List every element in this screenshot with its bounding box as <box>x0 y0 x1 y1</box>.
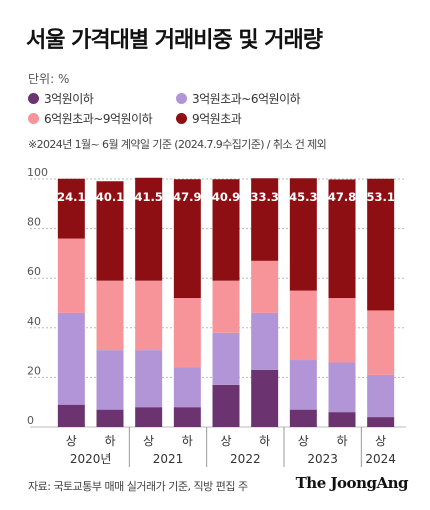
x-tick-label: 하 <box>104 434 115 448</box>
y-tick-label: 0 <box>27 414 34 427</box>
bar-segment <box>328 179 356 299</box>
bar-segment <box>173 179 201 299</box>
y-tick-label: 80 <box>27 216 41 229</box>
bar-segment <box>96 409 124 427</box>
source-note: 자료: 국토교통부 매매 실거래가 기준, 직방 편집 주 <box>28 480 248 493</box>
data-label: 40.9 <box>212 190 240 204</box>
legend-item-under3: 3억원이하 <box>28 90 94 107</box>
bar-segment <box>251 260 279 313</box>
legend-item-6to9: 6억원초과~9억원이하 <box>28 110 153 127</box>
y-tick-label: 20 <box>27 364 41 377</box>
x-tick-label: 상 <box>298 434 309 448</box>
legend-item-over9: 9억원초과 <box>176 110 242 127</box>
x-tick-label: 상 <box>66 434 77 448</box>
bar-segment <box>289 290 317 361</box>
bar-segment <box>289 409 317 427</box>
y-tick-label: 60 <box>27 265 41 278</box>
year-group-label: 2021 <box>153 452 184 466</box>
x-tick-label: 상 <box>375 434 386 448</box>
data-label: 41.5 <box>134 190 162 204</box>
footnote: ※2024년 1월~ 6월 계약일 기준 (2024.7.9수집기준) / 취소… <box>28 138 327 151</box>
legend-swatch-under3 <box>28 93 39 104</box>
stacked-bar-chart: 0 20 40 60 80 100 24.1 상 40.1 하 41.5 상 47.9 하 40.9 상 33.… <box>27 166 406 467</box>
legend-label-6to9: 6억원초과~9억원이하 <box>44 112 153 126</box>
data-label: 47.8 <box>328 190 356 204</box>
bar-segment <box>135 280 163 351</box>
bar-segment <box>96 280 124 351</box>
bar-segment <box>328 298 356 363</box>
bar-segment <box>96 350 124 410</box>
legend-swatch-3to6 <box>176 93 187 104</box>
year-group-label: 2024 <box>365 452 396 466</box>
bar-segment <box>212 384 240 427</box>
bar-segment <box>289 178 317 291</box>
data-label: 47.9 <box>173 190 201 204</box>
y-tick-label: 100 <box>27 166 48 179</box>
y-tick-label: 40 <box>27 315 41 328</box>
bar-segment <box>135 407 163 427</box>
legend-item-3to6: 3억원초과~6억원이하 <box>176 90 301 107</box>
bar-segment <box>328 362 356 413</box>
bar-segment <box>96 181 124 281</box>
bar-segment <box>173 407 201 427</box>
x-tick-label: 상 <box>220 434 231 448</box>
bar-segment <box>251 369 279 427</box>
bar-segment <box>135 350 163 408</box>
unit-label: 단위: % <box>28 72 70 86</box>
data-label: 40.1 <box>96 190 124 204</box>
bar-segment <box>57 238 85 313</box>
year-group-label: 2022 <box>230 452 261 466</box>
chart-title: 서울 가격대별 거래비중 및 거래량 <box>26 28 323 53</box>
legend-label-under3: 3억원이하 <box>44 92 94 106</box>
x-tick-label: 하 <box>336 434 347 448</box>
year-group-label: 2020년 <box>70 452 112 466</box>
legend-swatch-6to9 <box>28 113 39 124</box>
bar-segment <box>212 280 240 333</box>
bar-segment <box>289 360 317 410</box>
legend-label-over9: 9억원초과 <box>192 112 242 126</box>
bar-segment <box>173 367 201 408</box>
bar-segment <box>367 178 395 311</box>
x-tick-label: 하 <box>182 434 193 448</box>
bar-segment <box>328 412 356 427</box>
x-tick-label: 상 <box>143 434 154 448</box>
bar-segment <box>251 312 279 370</box>
data-label: 24.1 <box>57 190 85 204</box>
bar-segment <box>57 312 85 405</box>
data-label: 45.3 <box>289 190 317 204</box>
legend-label-3to6: 3억원초과~6억원이하 <box>192 92 301 106</box>
bar-segment <box>251 178 279 261</box>
bar-segment <box>367 374 395 418</box>
bar-segment <box>367 417 395 427</box>
bar-segment <box>135 177 163 281</box>
bar-segment <box>212 332 240 385</box>
brand-logo: The JoongAng <box>295 474 409 492</box>
bar-segment <box>57 178 85 239</box>
data-label: 33.3 <box>250 190 278 204</box>
x-tick-label: 하 <box>259 434 270 448</box>
year-group-label: 2023 <box>307 452 338 466</box>
bar-segment <box>367 310 395 375</box>
bar-segment <box>173 298 201 368</box>
data-label: 53.1 <box>366 190 394 204</box>
bar-segment <box>212 179 240 281</box>
bar-segment <box>57 404 85 427</box>
legend-swatch-over9 <box>176 113 187 124</box>
